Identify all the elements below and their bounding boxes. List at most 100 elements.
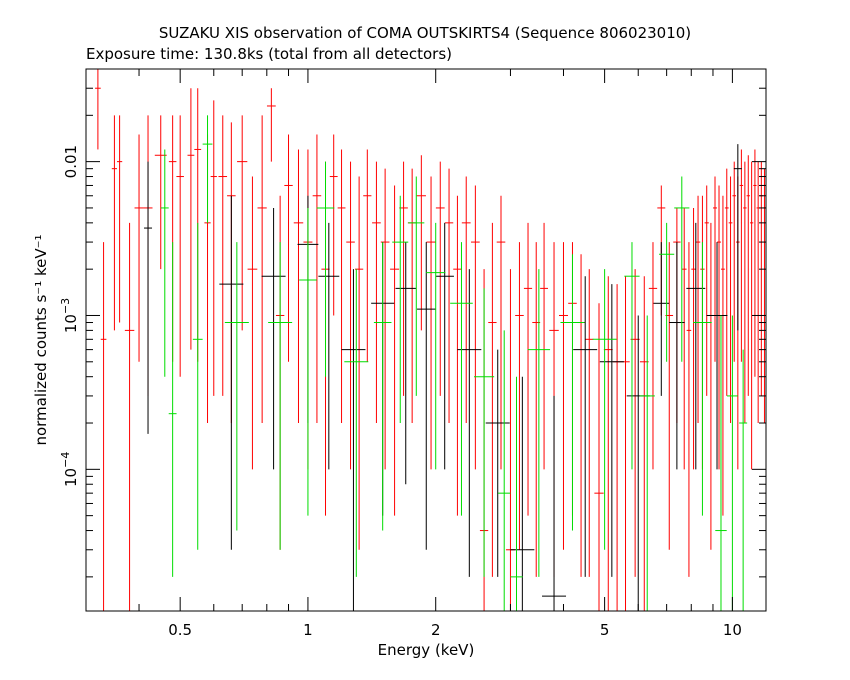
data-point	[346, 161, 355, 470]
data-point	[488, 222, 497, 577]
y-tick-label: 10−4	[59, 452, 80, 487]
data-point	[111, 115, 118, 331]
data-point	[732, 161, 737, 362]
data-point	[380, 168, 390, 470]
data-point	[450, 242, 473, 516]
data-point	[299, 207, 317, 516]
x-tick-label: 10	[723, 621, 742, 639]
data-point	[471, 185, 480, 470]
plot-frame	[85, 68, 767, 612]
data-point	[474, 288, 495, 577]
data-point	[417, 242, 436, 550]
data-point	[560, 254, 585, 531]
data-point	[219, 195, 244, 550]
data-point	[592, 269, 617, 550]
data-point	[247, 176, 258, 470]
data-point	[717, 185, 721, 470]
data-point	[510, 376, 535, 611]
data-point	[218, 115, 228, 396]
data-point	[237, 115, 248, 331]
data-point	[266, 88, 276, 162]
data-point	[542, 395, 567, 611]
data-point	[727, 315, 738, 611]
data-point	[695, 195, 701, 424]
data-point	[612, 284, 622, 611]
data-point	[416, 155, 426, 331]
data-point	[187, 88, 195, 350]
x-axis-label: Energy (keV)	[378, 641, 475, 659]
data-point	[293, 149, 304, 424]
data-point	[337, 149, 346, 424]
data-point	[721, 195, 725, 516]
data-layer	[95, 69, 766, 611]
data-point	[224, 242, 249, 531]
data-point	[749, 161, 754, 470]
data-point	[453, 195, 462, 516]
data-point	[392, 195, 409, 424]
data-point	[624, 242, 640, 470]
data-point	[257, 115, 267, 424]
data-point	[756, 161, 760, 424]
data-point	[284, 134, 293, 362]
data-point	[739, 149, 744, 362]
data-point	[674, 176, 690, 362]
data-point	[168, 242, 177, 577]
data-point	[202, 115, 213, 223]
data-point	[691, 207, 696, 470]
data-point	[124, 222, 135, 611]
data-point	[708, 222, 713, 550]
data-point	[435, 161, 445, 396]
data-point	[743, 161, 747, 424]
data-point	[527, 269, 551, 577]
x-tick-label: 1	[303, 621, 313, 639]
data-point	[746, 155, 750, 396]
data-point	[713, 176, 718, 362]
data-point	[408, 176, 425, 396]
data-point	[733, 144, 742, 331]
data-point	[648, 242, 658, 470]
data-point	[261, 207, 286, 470]
data-point	[426, 176, 436, 470]
data-point	[435, 222, 454, 470]
data-point	[558, 242, 568, 550]
x-tick-label: 0.5	[168, 621, 192, 639]
data-point	[603, 276, 613, 611]
data-point	[693, 242, 712, 516]
data-point	[344, 269, 369, 577]
data-point	[715, 315, 727, 611]
data-point	[523, 222, 533, 516]
data-point	[176, 115, 184, 377]
data-point	[739, 349, 748, 611]
data-point	[594, 303, 604, 611]
data-point	[621, 276, 630, 611]
data-point	[759, 161, 763, 396]
data-point	[540, 222, 548, 470]
data-point	[134, 134, 144, 362]
data-point	[498, 330, 511, 611]
data-point	[95, 69, 101, 150]
data-point	[457, 269, 482, 577]
data-point	[706, 242, 728, 470]
data-point	[728, 176, 733, 424]
y-axis-label: normalized counts s⁻¹ keV⁻¹	[32, 234, 50, 445]
data-point	[505, 269, 515, 611]
data-point	[724, 168, 729, 396]
data-point	[210, 100, 217, 396]
data-point	[372, 161, 381, 424]
data-point	[681, 207, 687, 470]
chart-title: SUZAKU XIS observation of COMA OUTSKIRTS…	[159, 24, 691, 42]
data-point	[100, 242, 107, 611]
data-point	[390, 185, 400, 516]
data-point	[117, 115, 123, 323]
data-point	[510, 376, 523, 611]
data-point	[639, 315, 655, 611]
data-point	[426, 222, 446, 470]
data-point	[444, 168, 454, 424]
data-point	[341, 269, 366, 611]
data-point	[669, 242, 685, 470]
data-point	[395, 242, 417, 485]
data-point	[599, 284, 624, 577]
data-point	[192, 222, 203, 550]
data-point	[704, 185, 709, 396]
